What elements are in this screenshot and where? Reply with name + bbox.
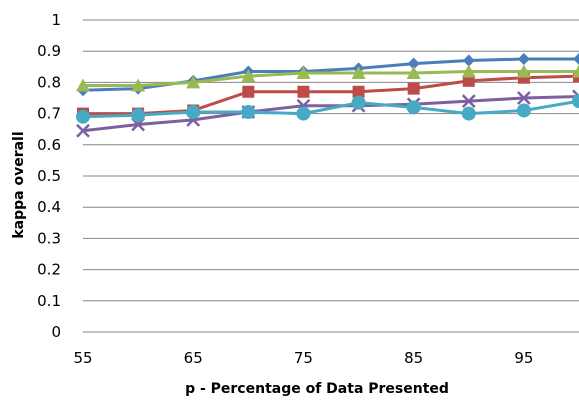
- data-point: [76, 123, 90, 138]
- data-point: [517, 91, 531, 105]
- y-tick-label: 0.5: [37, 167, 61, 185]
- series-2-line: [83, 74, 579, 116]
- data-point: [516, 103, 531, 118]
- data-point: [131, 78, 146, 92]
- data-point: [352, 85, 365, 98]
- series-1: [77, 53, 579, 97]
- data-point: [297, 85, 310, 98]
- series-3: [76, 64, 579, 92]
- data-point: [76, 78, 90, 92]
- series-5-line: [82, 99, 579, 119]
- y-tick-label: 0: [51, 323, 61, 341]
- data-point: [241, 69, 256, 83]
- data-point: [242, 85, 255, 98]
- x-tick-labels: 55 65 75 85 95: [73, 349, 533, 367]
- data-point: [131, 108, 146, 123]
- series-group: [76, 53, 579, 138]
- data-point: [407, 57, 420, 70]
- data-point: [462, 74, 475, 87]
- data-point: [76, 109, 90, 124]
- data-point: [461, 106, 476, 121]
- x-tick-label: 85: [404, 349, 423, 367]
- y-tick-label: 0.1: [37, 292, 61, 310]
- data-point: [406, 66, 421, 80]
- data-point: [296, 66, 311, 80]
- x-tick-label: 75: [294, 349, 313, 367]
- data-point: [572, 64, 579, 78]
- x-tick-label: 95: [514, 349, 533, 367]
- y-tick-label: 0.2: [37, 261, 61, 279]
- y-tick-label: 0.3: [37, 229, 61, 247]
- y-tick-label: 0.8: [37, 73, 61, 91]
- data-point: [241, 105, 256, 120]
- data-point: [572, 94, 579, 109]
- y-tick-label: 1: [51, 11, 61, 29]
- x-tick-label: 65: [184, 349, 203, 367]
- data-point: [573, 53, 579, 65]
- data-point: [351, 66, 366, 80]
- series-5: [76, 94, 579, 124]
- data-point: [351, 95, 366, 110]
- data-point: [461, 64, 476, 78]
- data-point: [406, 100, 421, 115]
- gridlines: [83, 19, 579, 302]
- y-axis-title: kappa overall: [11, 131, 27, 238]
- y-tick-labels: 0 0.1 0.2 0.3 0.4 0.5 0.6 0.7 0.8 0.9 1: [37, 11, 61, 341]
- series-4-line: [82, 94, 579, 133]
- y-tick-label: 0.6: [37, 136, 61, 154]
- x-tick-label: 55: [73, 349, 92, 367]
- data-point: [186, 75, 201, 89]
- data-point: [186, 105, 201, 120]
- series-3-line: [83, 69, 579, 88]
- y-tick-label: 0.4: [37, 198, 61, 216]
- data-point: [461, 94, 476, 109]
- data-point: [517, 53, 530, 65]
- data-point: [462, 54, 475, 67]
- data-point: [296, 106, 311, 121]
- y-tick-label: 0.7: [37, 105, 61, 123]
- data-point: [407, 82, 420, 95]
- y-tick-label: 0.9: [37, 42, 61, 60]
- x-axis-title: p - Percentage of Data Presented: [185, 381, 449, 397]
- data-point: [516, 64, 531, 78]
